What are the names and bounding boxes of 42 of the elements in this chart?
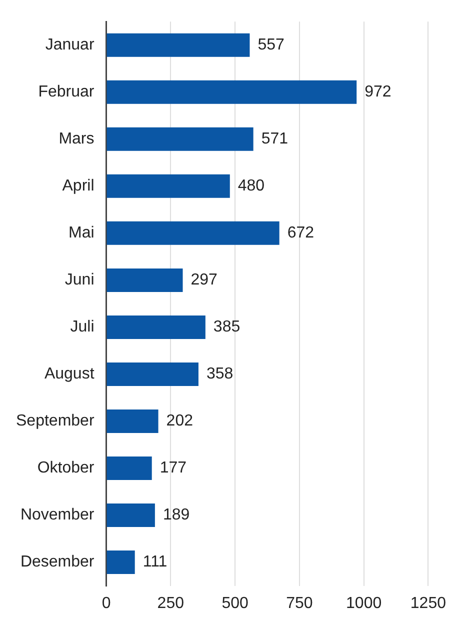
y-tick-label: November [20,506,95,524]
bar [106,504,155,528]
bar [106,456,152,480]
x-tick-label: 750 [286,594,313,612]
y-tick-label: Januar [45,36,95,54]
data-label: 177 [160,460,187,477]
bar [106,550,135,574]
data-label: 202 [166,412,194,430]
data-label: 297 [190,272,218,289]
y-tick-label: Mars [58,130,94,148]
y-tick-label: Oktober [37,460,95,477]
data-label: 480 [238,178,265,195]
data-label: 358 [206,366,234,383]
bar [106,268,183,292]
bar [106,409,158,433]
bar [106,362,198,386]
data-label: 385 [213,318,240,336]
y-tick-label: Februar [38,84,95,101]
y-tick-label: August [44,366,95,383]
bar [106,221,280,245]
bar [106,315,206,339]
y-tick-label: Juli [70,318,94,336]
bar [106,127,254,151]
bar [106,174,230,198]
y-tick-label: Mai [68,224,94,242]
data-label: 972 [364,84,392,101]
data-label: 672 [287,224,314,242]
x-tick-label: 250 [157,594,184,612]
data-label: 111 [142,554,168,571]
data-label: 189 [162,506,190,524]
y-tick-label: April [62,178,94,195]
y-tick-label: Desember [20,554,95,571]
x-tick-label: 500 [222,594,248,612]
data-label: 571 [261,130,288,148]
x-tick-label: 1250 [410,594,446,612]
y-tick-label: Juni [64,272,94,289]
bar [106,33,250,57]
bar [106,80,357,104]
data-label: 557 [258,36,285,54]
x-tick-label: 1000 [346,594,382,612]
y-tick-label: September [16,412,95,430]
x-tick-label: 0 [102,594,111,612]
